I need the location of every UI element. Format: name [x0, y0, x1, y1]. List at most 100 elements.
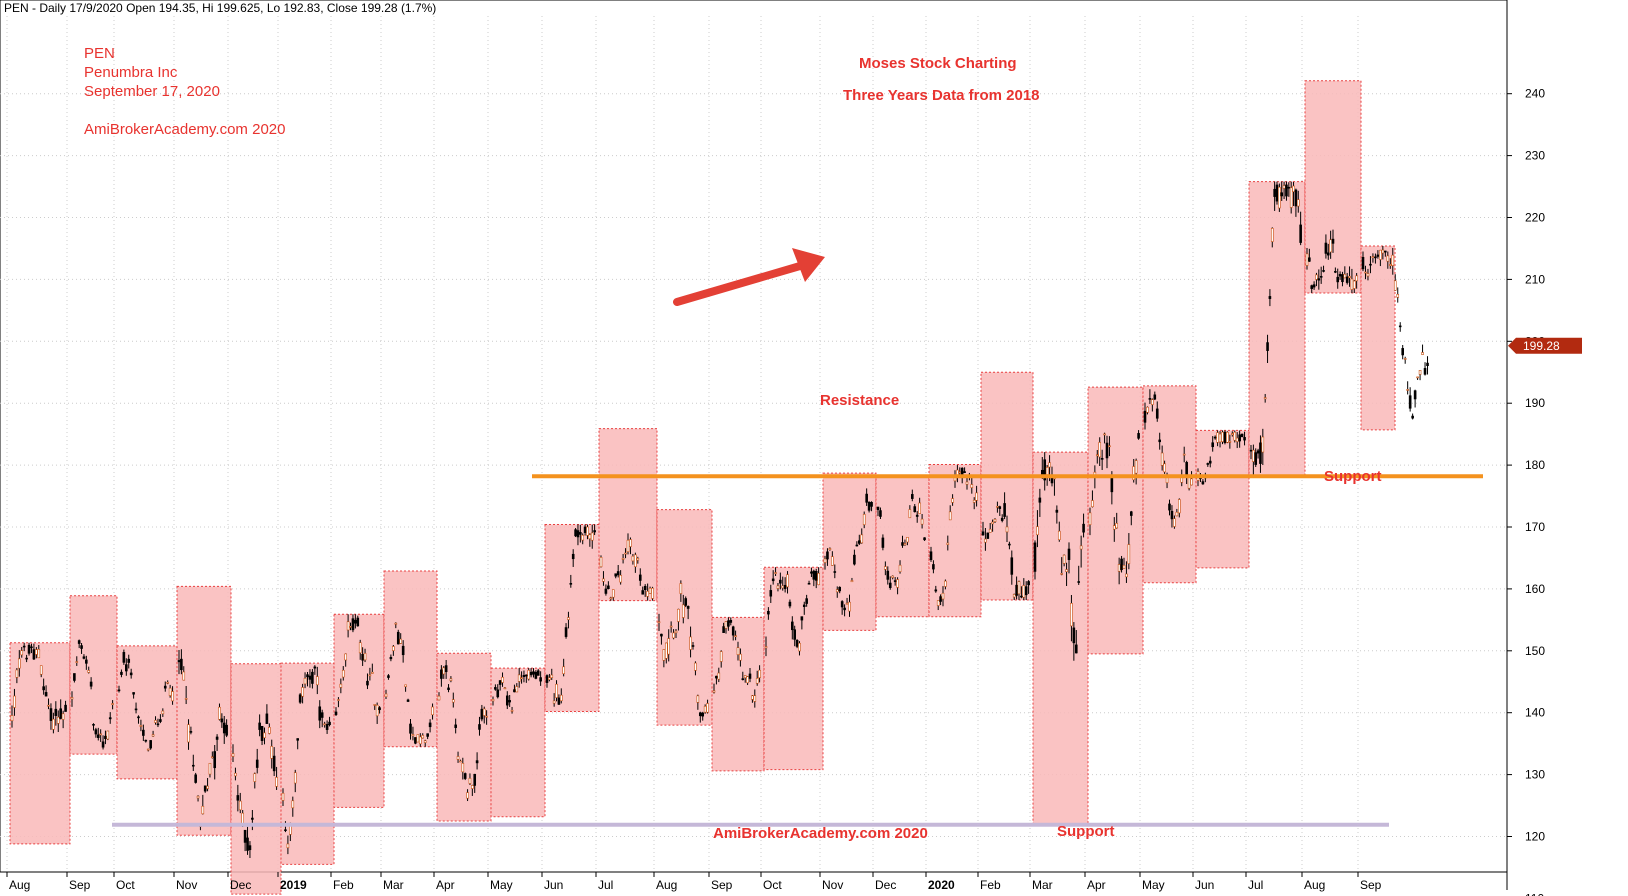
- x-tick-label: Oct: [116, 878, 135, 892]
- candle-body: [258, 722, 261, 730]
- candle-body: [910, 494, 914, 499]
- candle-body: [194, 774, 197, 783]
- candle-body: [1110, 478, 1114, 493]
- candle-body: [727, 620, 730, 627]
- candle-body: [211, 756, 214, 759]
- candle-body: [634, 554, 637, 567]
- candle-body: [1008, 543, 1011, 546]
- candle-body: [129, 672, 133, 676]
- month-range-box: [544, 524, 600, 712]
- candle-body: [206, 785, 209, 789]
- candle-body: [1036, 526, 1039, 536]
- candle-body: [1153, 394, 1157, 400]
- x-tick-label: 2019: [280, 878, 307, 892]
- candle-body: [694, 662, 697, 671]
- candle-body: [672, 632, 675, 639]
- candle-body: [951, 498, 954, 503]
- candle-body: [144, 739, 148, 742]
- y-tick-label: 160: [1525, 582, 1545, 596]
- candle-body: [788, 601, 792, 607]
- candle-body: [562, 666, 565, 674]
- candle-body: [860, 534, 864, 544]
- candle-body: [1266, 342, 1269, 351]
- candle-body: [137, 716, 140, 719]
- month-range-box: [1195, 429, 1250, 569]
- candle-body: [411, 734, 415, 737]
- candle-body: [1033, 542, 1037, 572]
- candle-body: [884, 566, 887, 570]
- candle-body: [548, 677, 551, 680]
- y-tick-label: 140: [1525, 706, 1545, 720]
- x-tick-label: Jun: [544, 878, 563, 892]
- candle-body: [870, 502, 873, 507]
- candle-body: [1211, 442, 1214, 448]
- candle-body: [867, 501, 871, 511]
- candle-body: [234, 772, 237, 777]
- y-tick-label: 130: [1525, 768, 1545, 782]
- candle-body: [301, 687, 304, 697]
- candle-body: [599, 557, 603, 568]
- candle-body: [1187, 476, 1191, 489]
- candle-body: [1158, 439, 1161, 443]
- candle-body: [1070, 603, 1073, 627]
- candle-body: [315, 676, 319, 686]
- candle-body: [89, 681, 93, 687]
- candle-body: [981, 531, 985, 536]
- candle-body: [857, 540, 861, 544]
- candle-body: [564, 627, 568, 637]
- candle-body: [1305, 253, 1309, 266]
- candle-body: [39, 665, 43, 675]
- candle-body: [253, 773, 257, 782]
- candle-body: [520, 677, 523, 679]
- candle-body: [396, 631, 400, 645]
- candle-body: [662, 649, 666, 661]
- candle-body: [1208, 460, 1212, 464]
- candle-body: [177, 660, 181, 663]
- candle-body: [1038, 497, 1042, 503]
- candle-body: [334, 711, 338, 715]
- candle-body: [418, 736, 422, 745]
- candle-body: [677, 608, 680, 622]
- month-range-box: [436, 652, 492, 822]
- candle-body: [722, 626, 725, 633]
- candle-body: [1017, 581, 1021, 595]
- candle-body: [471, 785, 474, 789]
- candle-body: [1077, 581, 1081, 583]
- candle-body: [1256, 450, 1260, 454]
- candle-body: [1289, 187, 1293, 208]
- date-label: September 17, 2020: [84, 83, 220, 100]
- candle-body: [1055, 509, 1059, 513]
- candle-body: [1270, 228, 1274, 242]
- candle-body: [624, 552, 627, 555]
- candle-body: [503, 687, 507, 690]
- candle-body: [936, 600, 940, 606]
- candle-body: [1134, 460, 1138, 474]
- x-tick-label: May: [1142, 878, 1165, 892]
- candle-body: [1268, 296, 1272, 299]
- candle-body: [988, 528, 992, 533]
- candle-body: [339, 683, 343, 688]
- candle-body: [163, 685, 167, 689]
- candle-body: [746, 676, 749, 684]
- month-range-box: [1248, 181, 1306, 477]
- candle-body: [125, 664, 128, 672]
- candle-body: [1127, 544, 1131, 564]
- candle-body: [120, 671, 123, 675]
- candle-body: [918, 502, 921, 514]
- candle-body: [1396, 294, 1400, 298]
- candle-body: [99, 733, 102, 736]
- candle-body: [776, 585, 780, 589]
- candle-body: [845, 602, 849, 605]
- candle-body: [1322, 270, 1325, 272]
- candle-body: [557, 697, 561, 705]
- x-tick-label: Mar: [383, 878, 404, 892]
- candle-body: [574, 529, 577, 537]
- candle-body: [1216, 432, 1219, 443]
- candle-body: [1173, 518, 1176, 527]
- candle-body: [281, 792, 285, 801]
- candle-body: [151, 734, 155, 737]
- candle-body: [1421, 352, 1424, 355]
- candle-body: [248, 845, 252, 851]
- x-tick-label: Dec: [875, 878, 896, 892]
- candle-body: [674, 630, 678, 634]
